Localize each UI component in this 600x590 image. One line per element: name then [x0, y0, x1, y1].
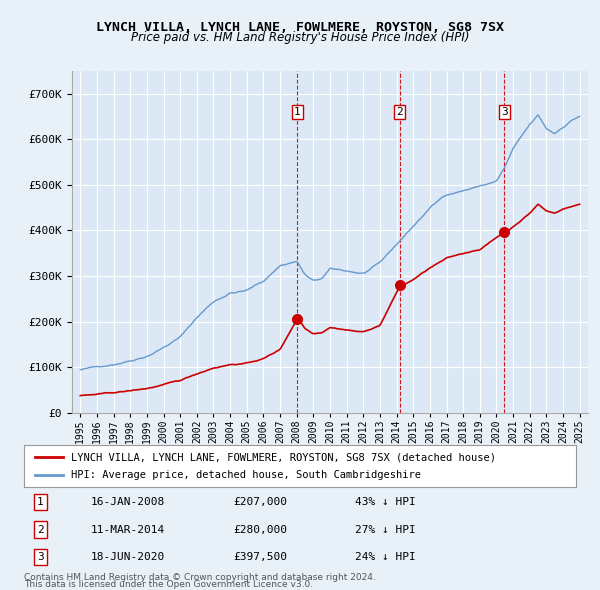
Text: 3: 3 [37, 552, 44, 562]
Text: 16-JAN-2008: 16-JAN-2008 [90, 497, 164, 507]
Text: £207,000: £207,000 [234, 497, 288, 507]
Text: LYNCH VILLA, LYNCH LANE, FOWLMERE, ROYSTON, SG8 7SX (detached house): LYNCH VILLA, LYNCH LANE, FOWLMERE, ROYST… [71, 452, 496, 462]
Text: 43% ↓ HPI: 43% ↓ HPI [355, 497, 416, 507]
Text: 18-JUN-2020: 18-JUN-2020 [90, 552, 164, 562]
Text: Price paid vs. HM Land Registry's House Price Index (HPI): Price paid vs. HM Land Registry's House … [131, 31, 469, 44]
Text: £397,500: £397,500 [234, 552, 288, 562]
Text: 2: 2 [397, 107, 403, 117]
Text: This data is licensed under the Open Government Licence v3.0.: This data is licensed under the Open Gov… [24, 580, 313, 589]
Text: HPI: Average price, detached house, South Cambridgeshire: HPI: Average price, detached house, Sout… [71, 470, 421, 480]
Text: 1: 1 [37, 497, 44, 507]
Text: £280,000: £280,000 [234, 525, 288, 535]
Text: 3: 3 [501, 107, 508, 117]
Text: 24% ↓ HPI: 24% ↓ HPI [355, 552, 416, 562]
Text: 1: 1 [294, 107, 301, 117]
Text: LYNCH VILLA, LYNCH LANE, FOWLMERE, ROYSTON, SG8 7SX: LYNCH VILLA, LYNCH LANE, FOWLMERE, ROYST… [96, 21, 504, 34]
Text: 11-MAR-2014: 11-MAR-2014 [90, 525, 164, 535]
Text: 2: 2 [37, 525, 44, 535]
Text: Contains HM Land Registry data © Crown copyright and database right 2024.: Contains HM Land Registry data © Crown c… [24, 573, 376, 582]
Text: 27% ↓ HPI: 27% ↓ HPI [355, 525, 416, 535]
